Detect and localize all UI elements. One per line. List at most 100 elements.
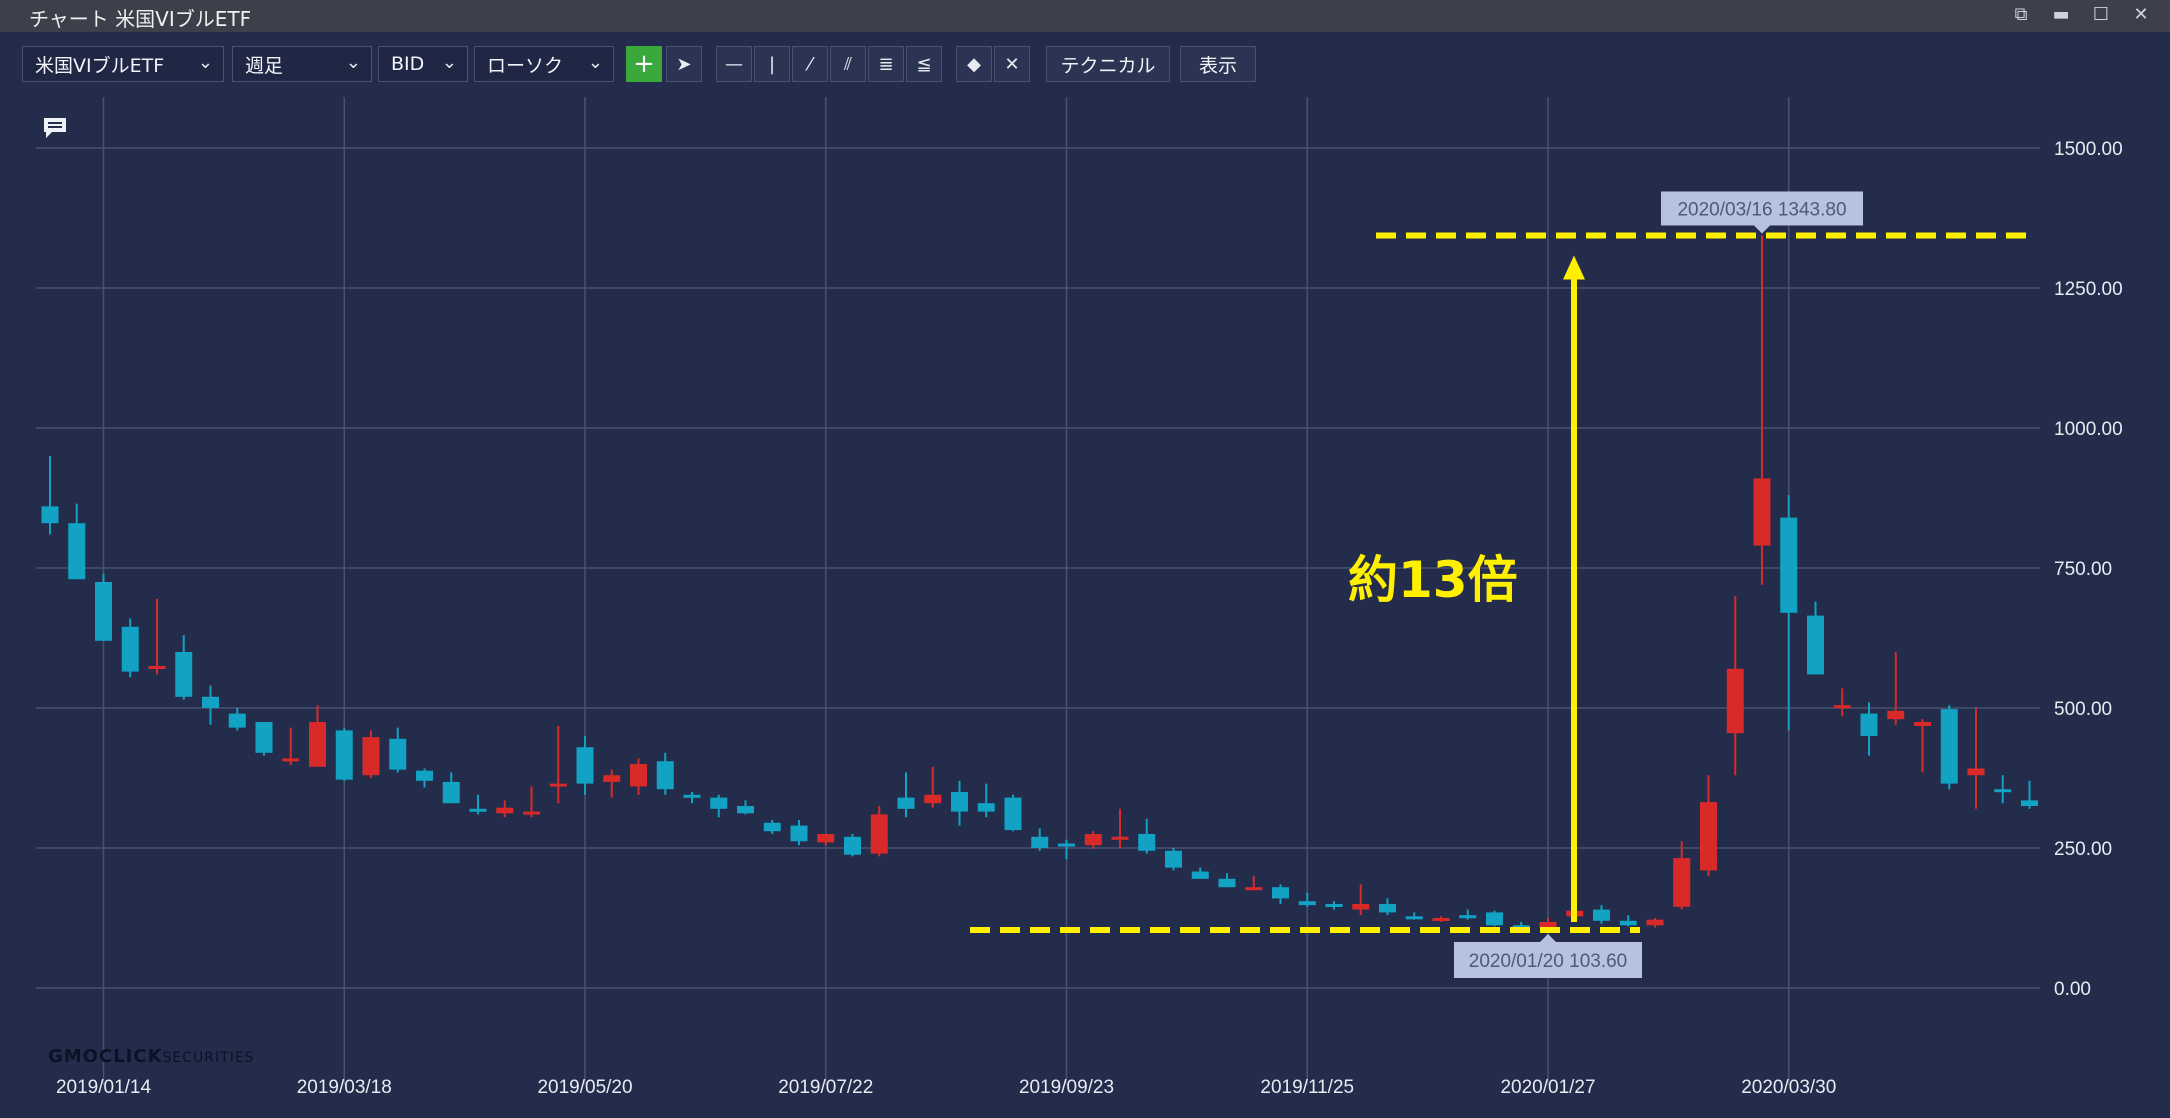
- candle-body: [1138, 834, 1156, 851]
- chart-style-label: ローソク: [487, 54, 564, 77]
- candle-body: [924, 794, 942, 804]
- close-icon[interactable]: ✕: [2133, 3, 2149, 25]
- horizontal-line-button[interactable]: —: [716, 46, 752, 82]
- logo-sub: SECURITIES: [162, 1050, 255, 1066]
- eraser-icon: ◆: [967, 53, 981, 75]
- candle-body: [1004, 797, 1022, 831]
- candle-body: [362, 737, 380, 776]
- window-controls: ⧉ ▬ ☐ ✕: [2010, 3, 2152, 25]
- detach-icon[interactable]: ⧉: [2014, 3, 2028, 25]
- candle-body: [416, 770, 433, 781]
- candle-body: [1887, 710, 1905, 720]
- crosshair-icon: +: [633, 49, 655, 79]
- high-callout-box: [1661, 191, 1863, 226]
- y-tick-label: 1250.00: [2054, 279, 2123, 300]
- low-callout-pointer: [1540, 933, 1556, 942]
- candle-body: [683, 794, 701, 798]
- candle-body: [1486, 912, 1503, 926]
- candle-body: [870, 814, 888, 854]
- candle-body: [175, 652, 193, 697]
- candle-body: [1165, 850, 1182, 868]
- y-tick-label: 1500.00: [2054, 139, 2123, 160]
- low-callout-box: [1454, 941, 1642, 978]
- price-type-label: BID: [391, 53, 425, 75]
- x-tick-label: 2019/11/25: [1260, 1077, 1354, 1098]
- candle-body: [1352, 904, 1370, 910]
- x-tick-label: 2019/05/20: [537, 1077, 632, 1098]
- candle-body: [1994, 789, 2012, 793]
- candle-body: [1191, 871, 1209, 879]
- candle-body: [121, 626, 139, 672]
- chart-toolbar: 米国VIブルETF ⌄ 週足 ⌄ BID ⌄ ローソク ⌄ + ➤ — | ⁄ …: [0, 32, 2170, 97]
- x-tick-label: 2019/09/23: [1019, 1077, 1114, 1098]
- candle-body: [255, 722, 273, 753]
- parallel-lines-icon: ⫽: [843, 53, 853, 75]
- candle-body: [576, 747, 594, 784]
- candle-body: [1807, 615, 1824, 675]
- candle-body: [1646, 919, 1664, 926]
- candle-body: [1619, 920, 1637, 926]
- candle-body: [95, 582, 112, 641]
- display-button[interactable]: 表示: [1180, 46, 1256, 82]
- horizontal-line-icon: —: [725, 53, 743, 75]
- candle-body: [977, 803, 995, 812]
- erase-all-button[interactable]: ✕: [994, 46, 1030, 82]
- candle-body: [1218, 878, 1236, 888]
- candle-body: [1753, 478, 1771, 546]
- candle-body: [1298, 901, 1316, 906]
- candle-body: [1860, 713, 1878, 736]
- candle-body: [309, 722, 326, 767]
- candle-body: [335, 730, 353, 780]
- candle-body: [1673, 858, 1691, 907]
- candle-body: [68, 523, 86, 580]
- vertical-line-button[interactable]: |: [754, 46, 790, 82]
- fibonacci-fan-button[interactable]: ≦: [906, 46, 942, 82]
- y-tick-label: 0.00: [2054, 979, 2091, 1000]
- erase-all-icon: ✕: [1004, 53, 1020, 75]
- candle-body: [469, 808, 487, 812]
- x-tick-label: 2020/01/27: [1500, 1077, 1595, 1098]
- candle-body: [1379, 904, 1396, 913]
- candle-body: [2021, 800, 2038, 806]
- y-tick-label: 1000.00: [2054, 419, 2123, 440]
- candle-body: [1245, 887, 1263, 891]
- technical-button[interactable]: テクニカル: [1046, 46, 1170, 82]
- comment-icon[interactable]: [42, 117, 68, 139]
- crosshair-tool-button[interactable]: +: [626, 46, 662, 82]
- high-callout-label: 2020/03/16 1343.80: [1677, 199, 1846, 220]
- maximize-icon[interactable]: ☐: [2092, 3, 2110, 25]
- high-callout-pointer: [1754, 225, 1770, 234]
- fibonacci-retracement-button[interactable]: ≣: [868, 46, 904, 82]
- window-titlebar: チャート 米国VIブルETF ⧉ ▬ ☐ ✕: [0, 0, 2170, 32]
- candle-body: [1325, 904, 1343, 907]
- price-type-select[interactable]: BID ⌄: [378, 46, 468, 82]
- candle-body: [148, 666, 166, 669]
- ratio-arrow-head: [1563, 255, 1585, 280]
- trend-line-button[interactable]: ⁄: [792, 46, 828, 82]
- channel-line-button[interactable]: ⫽: [830, 46, 866, 82]
- minimize-icon[interactable]: ▬: [2052, 3, 2070, 25]
- x-tick-label: 2020/03/30: [1741, 1077, 1836, 1098]
- pointer-tool-button[interactable]: ➤: [666, 46, 702, 82]
- candlestick-chart[interactable]: 1500.00 1250.00 1000.00 750.00 500.00 250.00 0…: [0, 97, 2170, 1118]
- candle-body: [523, 811, 540, 815]
- timeframe-select[interactable]: 週足 ⌄: [232, 46, 372, 82]
- candle-body: [897, 797, 915, 809]
- candle-body: [1084, 834, 1102, 846]
- eraser-button[interactable]: ◆: [956, 46, 992, 82]
- low-callout-label: 2020/01/20 103.60: [1469, 951, 1628, 972]
- fibo-retracement-icon: ≣: [878, 53, 894, 75]
- chart-style-select[interactable]: ローソク ⌄: [474, 46, 614, 82]
- x-tick-label: 2019/01/14: [56, 1077, 152, 1098]
- broker-logo: GMOCLICKSECURITIES: [48, 1046, 255, 1067]
- candle-body: [1031, 836, 1049, 848]
- candle-body: [844, 836, 861, 855]
- candle-body: [1940, 709, 1958, 784]
- y-tick-label: 750.00: [2054, 559, 2112, 580]
- instrument-select[interactable]: 米国VIブルETF ⌄: [22, 46, 224, 82]
- candle-body: [951, 792, 968, 812]
- trend-line-icon: ⁄: [808, 53, 812, 75]
- candle-body: [1459, 915, 1477, 919]
- instrument-label: 米国VIブルETF: [35, 54, 165, 77]
- ratio-label: 約13倍: [1348, 551, 1518, 609]
